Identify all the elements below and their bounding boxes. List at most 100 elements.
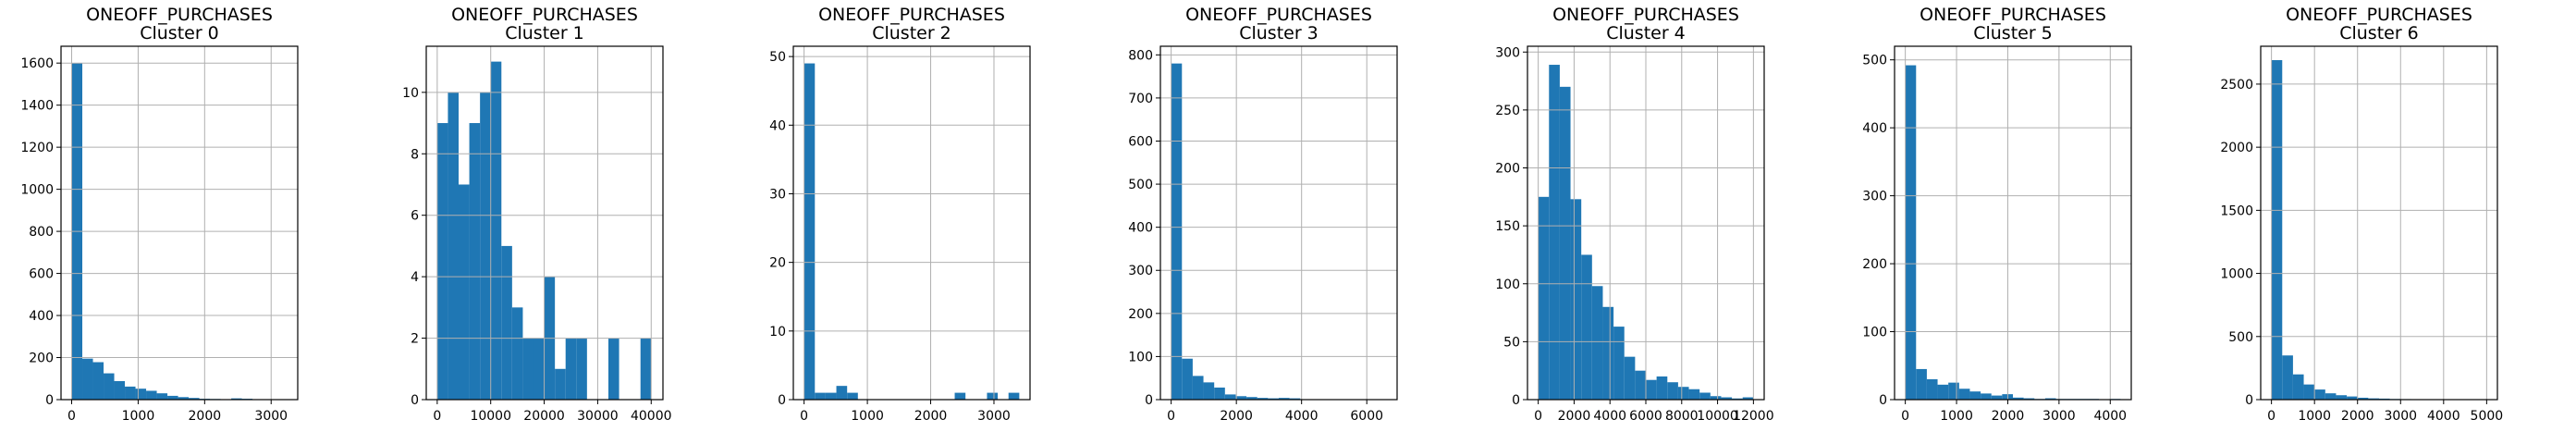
histogram-bar — [2044, 398, 2056, 400]
histogram-bar — [1289, 398, 1301, 400]
histogram-bar — [1581, 254, 1592, 400]
x-tick-label: 2000 — [2341, 409, 2374, 424]
histogram-bar — [125, 386, 136, 400]
x-tick-label: 20000 — [523, 409, 565, 424]
y-tick-label: 200 — [1495, 162, 1520, 177]
histogram-bar — [2368, 398, 2379, 400]
y-tick-label: 600 — [1128, 134, 1153, 149]
histogram-bar — [1538, 196, 1550, 400]
y-tick-label: 2500 — [2220, 78, 2253, 93]
histogram-bar — [1981, 393, 1992, 400]
y-tick-label: 2 — [411, 332, 419, 347]
chart-title: ONEOFF_PURCHASES — [1185, 5, 1372, 25]
histogram-bar — [1635, 370, 1646, 400]
chart-title: ONEOFF_PURCHASES — [1552, 5, 1739, 25]
x-tick-label: 6000 — [1350, 409, 1383, 424]
y-tick-label: 300 — [1128, 264, 1153, 278]
histogram-bar — [2303, 384, 2315, 400]
chart-subtitle: Cluster 4 — [1606, 23, 1686, 43]
y-tick-label: 500 — [1128, 178, 1153, 192]
histogram-bar — [555, 368, 566, 400]
x-tick-label: 12000 — [1733, 409, 1774, 424]
y-tick-label: 50 — [769, 50, 786, 65]
histogram-bar — [1008, 392, 1020, 400]
histogram-bar — [448, 92, 460, 401]
y-tick-label: 300 — [1495, 45, 1520, 60]
x-tick-label: 0 — [433, 409, 441, 424]
histogram-bar — [1279, 398, 1290, 400]
histogram-bar — [1991, 395, 2003, 400]
y-tick-label: 400 — [1128, 221, 1153, 236]
histogram-bar — [2347, 396, 2358, 400]
histogram-bar — [146, 390, 157, 400]
y-tick-label: 1600 — [20, 56, 54, 71]
axes-frame — [1894, 45, 2132, 401]
histogram-bar — [480, 92, 491, 401]
histogram-bar — [576, 338, 587, 400]
y-tick-label: 6 — [411, 209, 419, 224]
histogram-bar — [847, 392, 858, 400]
axes-frame — [792, 45, 1031, 401]
histogram-bar — [1969, 391, 1981, 400]
histogram-bar — [836, 386, 848, 400]
x-tick-label: 3000 — [254, 409, 288, 424]
histogram-bar — [1667, 382, 1678, 400]
chart-title: ONEOFF_PURCHASES — [2286, 5, 2472, 25]
y-tick-label: 250 — [1495, 104, 1520, 118]
x-tick-label: 10000 — [470, 409, 511, 424]
x-tick-label: 2000 — [1992, 409, 2025, 424]
histogram-bar — [1624, 356, 1636, 400]
histogram-bar — [92, 362, 104, 400]
histogram-bar — [2314, 389, 2325, 400]
histogram-panel-6: 0 1000 2000 3000 4000 5000 0 500 1000 1500 2000 250… — [2220, 5, 2503, 424]
x-tick-label: 2000 — [189, 409, 222, 424]
y-tick-label: 8 — [411, 147, 419, 162]
y-tick-label: 1400 — [20, 99, 54, 114]
histogram-bar — [511, 307, 523, 400]
histogram-bar — [1214, 387, 1225, 400]
y-tick-label: 150 — [1495, 219, 1520, 234]
histogram-bar — [2292, 374, 2304, 400]
histogram-bar — [1721, 397, 1733, 400]
histogram-bar — [1656, 376, 1668, 400]
histogram-bar — [1688, 389, 1700, 400]
y-tick-label: 1500 — [2220, 204, 2253, 218]
histogram-bar — [1570, 199, 1582, 400]
histogram-bar — [135, 389, 147, 400]
histogram-bar — [167, 395, 178, 400]
histogram-bar — [459, 184, 470, 400]
chart-subtitle: Cluster 1 — [505, 23, 584, 43]
histogram-bar — [1171, 63, 1183, 400]
histogram-bar — [533, 338, 545, 400]
histogram-bar — [565, 338, 577, 400]
histogram-bar — [522, 338, 534, 400]
histogram-bar — [607, 338, 619, 400]
y-tick-label: 50 — [1503, 335, 1520, 350]
bars — [1905, 65, 2121, 401]
y-tick-label: 400 — [1862, 121, 1887, 136]
histogram-bar — [2336, 395, 2348, 400]
histogram-bar — [1742, 397, 1754, 400]
y-tick-label: 20 — [769, 256, 786, 271]
histogram-bar — [2023, 398, 2035, 400]
histogram-bar — [1602, 306, 1614, 400]
histogram-bar — [1710, 396, 1722, 400]
x-tick-label: 1000 — [122, 409, 155, 424]
y-tick-label: 4 — [411, 270, 419, 285]
histogram-bar — [1905, 65, 1917, 401]
histogram-bar — [1677, 387, 1689, 400]
histogram-bar — [469, 123, 481, 401]
histogram-bar — [1235, 396, 1247, 400]
chart-title: ONEOFF_PURCHASES — [1920, 5, 2106, 25]
y-tick-label: 10 — [402, 86, 419, 101]
y-tick-label: 100 — [1862, 326, 1887, 340]
x-tick-label: 40000 — [631, 409, 672, 424]
y-tick-label: 700 — [1128, 92, 1153, 106]
y-tick-label: 2000 — [2220, 141, 2253, 155]
histogram-bar — [803, 63, 816, 400]
histogram-bar — [490, 61, 502, 400]
y-tick-label: 0 — [1145, 393, 1153, 408]
x-tick-label: 3000 — [2042, 409, 2076, 424]
histogram-panel-1: 0 10000 20000 30000 40000 0 2 4 6 8 10 ONEOFF_PURCH… — [402, 5, 671, 424]
